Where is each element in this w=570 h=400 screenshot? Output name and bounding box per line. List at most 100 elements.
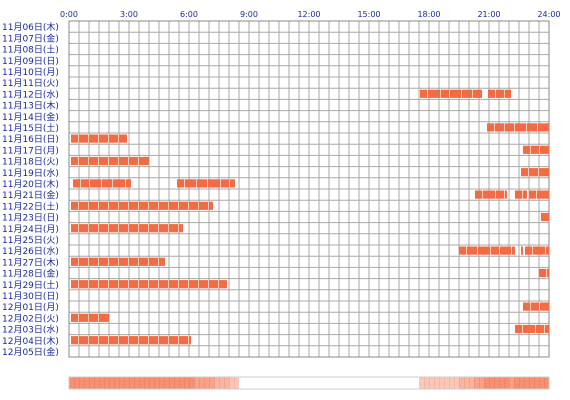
activity-bar (541, 212, 549, 222)
summary-strip-cell (414, 377, 420, 389)
activity-bar-gap (98, 201, 99, 210)
x-tick-label: 18:00 (417, 10, 440, 19)
activity-bar-gap (522, 324, 523, 334)
summary-strip-cell (399, 377, 405, 389)
row-label: 11月21日(金) (2, 189, 59, 201)
activity-bar-gap (504, 89, 505, 98)
activity-bar-gap (539, 302, 540, 311)
activity-bar (459, 246, 515, 255)
activity-bar-gap (138, 224, 139, 233)
activity-bar-gap (504, 123, 505, 132)
summary-strip-cell (229, 377, 235, 389)
activity-bar-gap (78, 257, 79, 266)
activity-bar-gap (158, 280, 159, 289)
summary-strip-cell (494, 377, 500, 389)
summary-strip (68, 376, 550, 390)
activity-bar-gap (118, 201, 119, 210)
summary-strip-cell (194, 377, 200, 389)
activity-bar-gap (537, 123, 538, 132)
row-label: 11月08日(土) (2, 44, 59, 56)
activity-bar-gap (495, 89, 496, 98)
summary-strip-cell (459, 377, 465, 389)
row-labels: 11月06日(木)11月07日(金)11月08日(土)11月09日(日)11月1… (2, 21, 59, 358)
row-label: 11月09日(日) (2, 56, 59, 67)
x-tick-label: 3:00 (120, 10, 138, 19)
summary-strip-cell (169, 377, 175, 389)
summary-strip-cell (239, 377, 245, 389)
activity-bar-gap (138, 201, 139, 210)
row-label: 11月20日(木) (2, 178, 59, 190)
activity-bar-gap (218, 280, 219, 289)
row-label: 11月16日(日) (2, 134, 59, 145)
activity-bar-gap (118, 224, 119, 233)
activity-bar-gap (98, 134, 99, 143)
activity-bar-gap (532, 246, 533, 255)
activity-bar (488, 89, 511, 98)
summary-strip-cell (94, 377, 100, 389)
summary-strip-cell (364, 377, 370, 389)
summary-strip-cell (279, 377, 285, 389)
activity-bar-gap (188, 336, 189, 345)
activity-bar-gap (138, 280, 139, 289)
activity-bar-gap (108, 336, 109, 345)
summary-strip-cell (179, 377, 185, 389)
activity-bar-gap (198, 201, 199, 210)
summary-strip-cell (454, 377, 460, 389)
activity-bar-gap (504, 190, 505, 199)
summary-strip-cell (379, 377, 385, 389)
summary-strip-cell (84, 377, 90, 389)
summary-strip-cell (269, 377, 275, 389)
summary-strip-cell (164, 377, 170, 389)
activity-bar-gap (108, 280, 109, 289)
activity-bar (71, 224, 183, 233)
summary-strip-cell (119, 377, 125, 389)
summary-strip-cell (429, 377, 435, 389)
activity-bar-gap (78, 134, 79, 143)
activity-bar-gap (138, 336, 139, 345)
activity-bar-gap (128, 201, 129, 210)
activity-bar-gap (148, 336, 149, 345)
x-tick-label: 9:00 (240, 10, 258, 19)
activity-bar-gap (88, 201, 89, 210)
row-label: 12月03日(水) (2, 324, 59, 336)
summary-strip-cell (534, 377, 540, 389)
activity-bar-gap (108, 201, 109, 210)
activity-bar-gap (88, 257, 89, 266)
summary-strip-cell (449, 377, 455, 389)
row-label: 11月29日(土) (2, 279, 59, 291)
activity-bar-gap (148, 280, 149, 289)
activity-bar-gap (88, 280, 89, 289)
activity-bar-gap (208, 280, 209, 289)
summary-strip-cell (294, 377, 300, 389)
row-label: 11月18日(火) (2, 157, 59, 168)
summary-strip-cell (519, 377, 525, 389)
activity-bar-gap (78, 156, 79, 166)
activity-bar-gap (178, 280, 179, 289)
x-tick-label: 15:00 (357, 10, 380, 19)
activity-bar-gap (535, 324, 536, 334)
summary-strip-cell (299, 377, 305, 389)
activity-bar-gap (461, 89, 462, 98)
summary-strip-cell (289, 377, 295, 389)
summary-strip-cell (384, 377, 390, 389)
activity-bar-gap (148, 257, 149, 266)
activity-bar-gap (78, 313, 79, 322)
summary-strip-cell (499, 377, 505, 389)
x-tick-label: 21:00 (477, 10, 500, 19)
summary-strip-cell (114, 377, 120, 389)
activity-bar-gap (118, 156, 119, 166)
activity-bar-gap (499, 246, 500, 255)
summary-strip-cell (224, 377, 230, 389)
summary-strip-cell (424, 377, 430, 389)
activity-bar-gap (80, 179, 81, 188)
activity-bar (539, 268, 549, 278)
x-tick-label: 0:00 (60, 10, 78, 19)
activity-bar-gap (168, 280, 169, 289)
activity-bar-gap (98, 280, 99, 289)
row-label: 11月25日(火) (2, 235, 59, 246)
summary-strip-cell (419, 377, 425, 389)
activity-bar-gap (198, 280, 199, 289)
summary-strip-cell (69, 377, 75, 389)
summary-strip-cell (369, 377, 375, 389)
activity-bar-gap (118, 336, 119, 345)
